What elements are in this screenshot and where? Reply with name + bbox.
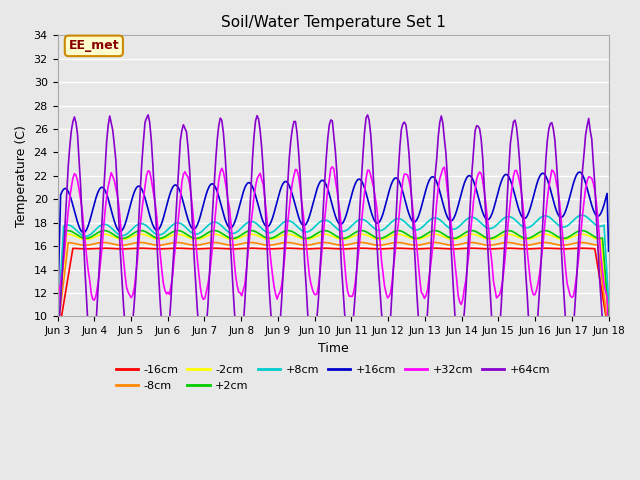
X-axis label: Time: Time xyxy=(317,342,348,355)
Text: EE_met: EE_met xyxy=(68,39,119,52)
Y-axis label: Temperature (C): Temperature (C) xyxy=(15,125,28,227)
Legend: -16cm, -8cm, -2cm, +2cm, +8cm, +16cm, +32cm, +64cm: -16cm, -8cm, -2cm, +2cm, +8cm, +16cm, +3… xyxy=(111,361,555,395)
Title: Soil/Water Temperature Set 1: Soil/Water Temperature Set 1 xyxy=(221,15,445,30)
